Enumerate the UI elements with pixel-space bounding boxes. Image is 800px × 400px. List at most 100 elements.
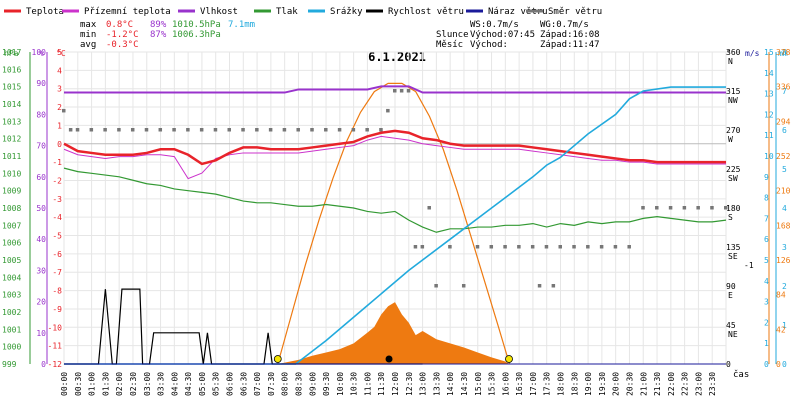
solar-tick: 168 bbox=[776, 221, 791, 230]
stats-avg-temp: -0.3°C bbox=[106, 40, 139, 50]
hpa-tick: 1017 bbox=[2, 48, 21, 57]
hpa-tick: 1005 bbox=[2, 256, 21, 265]
x-tick: 16:30 bbox=[515, 372, 524, 396]
moon-set: Západ:11:47 bbox=[540, 40, 600, 50]
stats-avg-label: avg bbox=[80, 40, 96, 50]
hpa-tick: 1006 bbox=[2, 239, 21, 248]
mm-tick: 0 bbox=[782, 360, 787, 369]
pct-tick: 20 bbox=[36, 298, 46, 307]
x-tick: 08:00 bbox=[281, 372, 290, 396]
pct-tick: 30 bbox=[36, 266, 46, 275]
wind-dir-point bbox=[461, 284, 466, 288]
dir-tick: 225 bbox=[726, 165, 741, 174]
hpa-tick: 1008 bbox=[2, 204, 21, 213]
wind-dir-point bbox=[537, 284, 542, 288]
wind-dir-point bbox=[241, 128, 245, 132]
wind-dir-point bbox=[627, 245, 631, 249]
x-tick: 11:30 bbox=[377, 372, 386, 396]
wind-dir-point bbox=[255, 128, 259, 132]
x-tick: 16:00 bbox=[501, 372, 510, 396]
x-tick: 09:30 bbox=[322, 372, 331, 396]
dir-tick: 135 bbox=[726, 243, 741, 252]
x-tick: 23:30 bbox=[708, 372, 717, 396]
wind-dir-point bbox=[324, 128, 328, 132]
axes: hPa1017101610151014101310121011101010091… bbox=[2, 48, 791, 369]
x-tick: 12:00 bbox=[391, 372, 400, 396]
x-tick: 01:30 bbox=[101, 372, 110, 396]
sun-label: Slunce bbox=[436, 30, 469, 40]
x-tick: 21:30 bbox=[653, 372, 662, 396]
wind-dir-point bbox=[213, 128, 218, 132]
hpa-tick: 1011 bbox=[2, 152, 21, 161]
solar-tick: 336 bbox=[776, 83, 791, 92]
degc-tick: -6 bbox=[52, 250, 62, 259]
x-tick: 02:00 bbox=[115, 372, 124, 396]
wind-dir-point bbox=[427, 206, 431, 210]
degc-tick: -4 bbox=[52, 213, 62, 222]
pct-tick: 70 bbox=[36, 142, 46, 151]
pct-tick: 80 bbox=[36, 110, 46, 119]
x-tick: 11:00 bbox=[363, 372, 372, 396]
x-tick: 13:30 bbox=[432, 372, 441, 396]
dir-tick: 90 bbox=[726, 282, 736, 291]
wind-dir-point bbox=[144, 128, 149, 132]
x-tick: 15:00 bbox=[474, 372, 483, 396]
ms-unit: m/s bbox=[745, 49, 760, 58]
wind-dir-point bbox=[103, 128, 107, 132]
mm-tick: 6 bbox=[782, 126, 787, 135]
wind-dir-point bbox=[586, 245, 590, 249]
mm-unit: mm bbox=[778, 49, 788, 58]
x-tick: 21:00 bbox=[639, 372, 648, 396]
degc-tick: -7 bbox=[52, 268, 62, 277]
x-tick: 15:30 bbox=[488, 372, 497, 396]
wind-dir-point bbox=[75, 128, 80, 132]
x-tick: 17:30 bbox=[543, 372, 552, 396]
dir-tick: 180 bbox=[726, 204, 741, 213]
pct-tick: 0 bbox=[41, 360, 46, 369]
legend-label: Přízemní teplota bbox=[84, 7, 171, 17]
wind-dir-point bbox=[613, 245, 618, 249]
legend-label: Směr větru bbox=[548, 7, 602, 17]
legend-label: Náraz větru bbox=[488, 7, 548, 17]
x-tick: 06:30 bbox=[239, 372, 248, 396]
dir-compass: NW bbox=[728, 96, 738, 105]
sun-rise: Východ:07:45 bbox=[470, 30, 535, 40]
wind-dir-point bbox=[434, 284, 438, 288]
stats-max-rain: 7.1mm bbox=[228, 20, 255, 30]
wind-dir-point bbox=[199, 128, 204, 132]
legend-label: Teplota bbox=[26, 7, 64, 17]
solar-tick: 42 bbox=[776, 325, 786, 334]
series-solar-expected bbox=[277, 82, 511, 365]
stats-min-temp: -1.2°C bbox=[106, 30, 139, 40]
wind-dir-point bbox=[544, 245, 549, 249]
degc-unit: °C bbox=[56, 49, 66, 58]
degc-tick: -8 bbox=[52, 287, 62, 296]
mm-tick: 4 bbox=[782, 204, 787, 213]
x-tick: 00:00 bbox=[60, 372, 69, 396]
wind-dir-point bbox=[268, 128, 273, 132]
x-tick: 20:00 bbox=[612, 372, 621, 396]
dir-compass: SW bbox=[728, 174, 738, 183]
ms-tick: 7 bbox=[764, 214, 769, 223]
dir-compass: S bbox=[728, 213, 733, 222]
ms-tick: 4 bbox=[764, 277, 769, 286]
dir-tick: 45 bbox=[726, 321, 736, 330]
wind-dir-point bbox=[551, 284, 556, 288]
wind-dir-point bbox=[393, 89, 397, 93]
ms-tick: 8 bbox=[764, 194, 769, 203]
wind-dir-point bbox=[282, 128, 287, 132]
hpa-tick: 1013 bbox=[2, 117, 21, 126]
hpa-tick: 999 bbox=[2, 360, 17, 369]
x-tick: 08:30 bbox=[294, 372, 303, 396]
degc-tick: 1 bbox=[57, 121, 62, 130]
x-tick: 07:00 bbox=[253, 372, 262, 396]
hpa-tick: 1003 bbox=[2, 291, 21, 300]
degc-tick: 0 bbox=[57, 140, 62, 149]
stats-max-press: 1010.5hPa bbox=[172, 20, 221, 30]
degc-tick: -11 bbox=[48, 342, 63, 351]
x-tick: 18:00 bbox=[557, 372, 566, 396]
wind-dir-point bbox=[310, 128, 314, 132]
degc-tick: -2 bbox=[52, 176, 62, 185]
series-precip bbox=[64, 86, 726, 365]
pct-tick: 40 bbox=[36, 235, 46, 244]
